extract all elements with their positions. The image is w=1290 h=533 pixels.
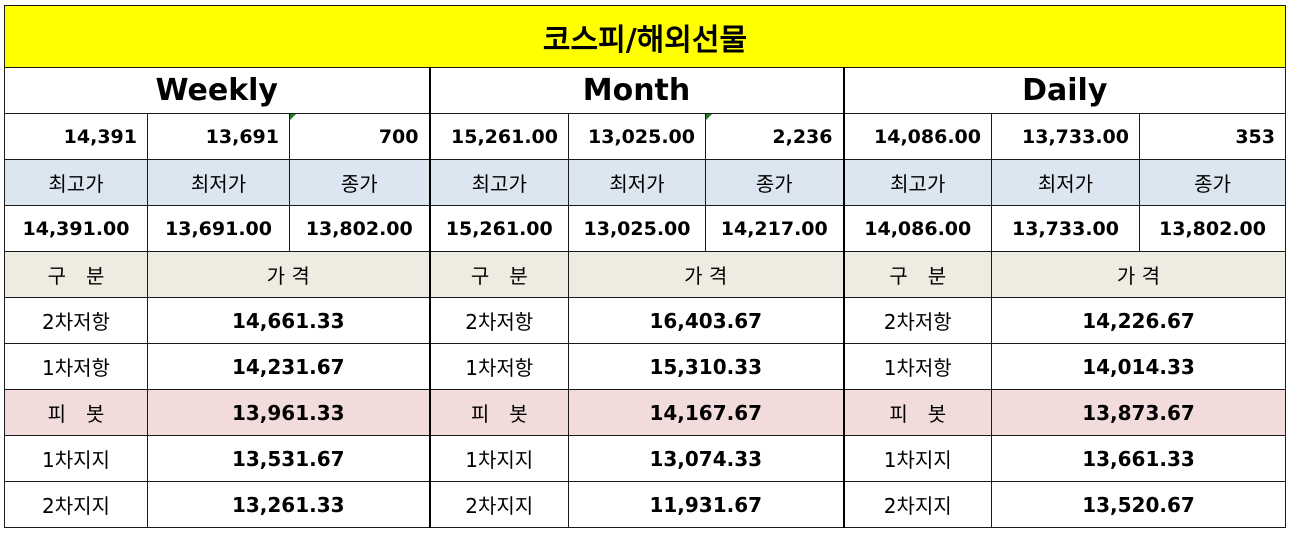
level-row-resistance-1: 1차저항 14,231.67 1차저항 15,310.33 1차저항 14,01… xyxy=(4,343,1286,390)
sheet-title[interactable]: 코스피/해외선물 xyxy=(4,5,1286,68)
period-daily[interactable]: Daily xyxy=(842,67,1286,114)
month-header-close[interactable]: 종가 xyxy=(705,159,844,206)
weekly-level-value[interactable]: 14,231.67 xyxy=(147,343,430,390)
period-month[interactable]: Month xyxy=(428,67,844,114)
period-weekly[interactable]: Weekly xyxy=(4,67,430,114)
month-low-summary[interactable]: 13,025.00 xyxy=(568,113,706,160)
daily-header-high[interactable]: 최고가 xyxy=(842,159,992,206)
weekly-low-summary[interactable]: 13,691 xyxy=(147,113,290,160)
month-high-summary[interactable]: 15,261.00 xyxy=(428,113,569,160)
weekly-level-label[interactable]: 피 봇 xyxy=(4,389,148,436)
month-level-value[interactable]: 15,310.33 xyxy=(568,343,844,390)
level-row-support-1: 1차지지 13,531.67 1차지지 13,074.33 1차지지 13,66… xyxy=(4,435,1286,482)
daily-level-value[interactable]: 14,014.33 xyxy=(991,343,1286,390)
subheader-row: 구 분 가 격 구 분 가 격 구 분 가 격 xyxy=(4,251,1286,298)
daily-category-header[interactable]: 구 분 xyxy=(842,251,992,298)
weekly-level-value[interactable]: 14,661.33 xyxy=(147,297,430,344)
daily-level-label[interactable]: 1차저항 xyxy=(842,343,992,390)
daily-header-close[interactable]: 종가 xyxy=(1139,159,1286,206)
daily-low[interactable]: 13,733.00 xyxy=(991,205,1140,252)
weekly-high[interactable]: 14,391.00 xyxy=(4,205,148,252)
weekly-level-label[interactable]: 2차저항 xyxy=(4,297,148,344)
daily-level-value[interactable]: 13,661.33 xyxy=(991,435,1286,482)
title-row: 코스피/해외선물 xyxy=(4,5,1286,68)
weekly-high-summary[interactable]: 14,391 xyxy=(4,113,148,160)
daily-level-value[interactable]: 13,873.67 xyxy=(991,389,1286,436)
daily-low-summary[interactable]: 13,733.00 xyxy=(991,113,1140,160)
month-close[interactable]: 14,217.00 xyxy=(705,205,844,252)
daily-range-summary[interactable]: 353 xyxy=(1139,113,1286,160)
header-row: 최고가 최저가 종가 최고가 최저가 종가 최고가 최저가 종가 xyxy=(4,159,1286,206)
weekly-price-header[interactable]: 가 격 xyxy=(147,251,430,298)
level-row-resistance-2: 2차저항 14,661.33 2차저항 16,403.67 2차저항 14,22… xyxy=(4,297,1286,344)
daily-high[interactable]: 14,086.00 xyxy=(842,205,992,252)
month-range-summary[interactable]: 2,236 xyxy=(705,113,844,160)
month-level-label[interactable]: 피 봇 xyxy=(428,389,569,436)
daily-level-label[interactable]: 1차지지 xyxy=(842,435,992,482)
weekly-header-low[interactable]: 최저가 xyxy=(147,159,290,206)
hlc-row: 14,391.00 13,691.00 13,802.00 15,261.00 … xyxy=(4,205,1286,252)
month-price-header[interactable]: 가 격 xyxy=(568,251,844,298)
month-level-value[interactable]: 14,167.67 xyxy=(568,389,844,436)
weekly-range-summary[interactable]: 700 xyxy=(289,113,430,160)
weekly-header-high[interactable]: 최고가 xyxy=(4,159,148,206)
weekly-level-value[interactable]: 13,261.33 xyxy=(147,481,430,528)
daily-high-summary[interactable]: 14,086.00 xyxy=(842,113,992,160)
weekly-level-label[interactable]: 2차지지 xyxy=(4,481,148,528)
pivot-table: 코스피/해외선물 Weekly Month Daily 14,391 13,69… xyxy=(4,5,1286,528)
month-level-label[interactable]: 1차저항 xyxy=(428,343,569,390)
weekly-close[interactable]: 13,802.00 xyxy=(289,205,430,252)
weekly-category-header[interactable]: 구 분 xyxy=(4,251,148,298)
period-row: Weekly Month Daily xyxy=(4,67,1286,114)
daily-level-label[interactable]: 2차저항 xyxy=(842,297,992,344)
month-level-value[interactable]: 16,403.67 xyxy=(568,297,844,344)
daily-close[interactable]: 13,802.00 xyxy=(1139,205,1286,252)
weekly-level-label[interactable]: 1차저항 xyxy=(4,343,148,390)
month-level-label[interactable]: 1차지지 xyxy=(428,435,569,482)
daily-header-low[interactable]: 최저가 xyxy=(991,159,1140,206)
month-level-value[interactable]: 13,074.33 xyxy=(568,435,844,482)
month-low[interactable]: 13,025.00 xyxy=(568,205,706,252)
daily-level-value[interactable]: 13,520.67 xyxy=(991,481,1286,528)
month-level-label[interactable]: 2차저항 xyxy=(428,297,569,344)
daily-level-value[interactable]: 14,226.67 xyxy=(991,297,1286,344)
month-level-label[interactable]: 2차지지 xyxy=(428,481,569,528)
daily-price-header[interactable]: 가 격 xyxy=(991,251,1286,298)
month-level-value[interactable]: 11,931.67 xyxy=(568,481,844,528)
weekly-level-value[interactable]: 13,531.67 xyxy=(147,435,430,482)
level-row-support-2: 2차지지 13,261.33 2차지지 11,931.67 2차지지 13,52… xyxy=(4,481,1286,528)
month-header-high[interactable]: 최고가 xyxy=(428,159,569,206)
daily-level-label[interactable]: 피 봇 xyxy=(842,389,992,436)
daily-level-label[interactable]: 2차지지 xyxy=(842,481,992,528)
weekly-header-close[interactable]: 종가 xyxy=(289,159,430,206)
level-row-pivot: 피 봇 13,961.33 피 봇 14,167.67 피 봇 13,873.6… xyxy=(4,389,1286,436)
weekly-low[interactable]: 13,691.00 xyxy=(147,205,290,252)
month-category-header[interactable]: 구 분 xyxy=(428,251,569,298)
month-header-low[interactable]: 최저가 xyxy=(568,159,706,206)
weekly-level-value[interactable]: 13,961.33 xyxy=(147,389,430,436)
month-high[interactable]: 15,261.00 xyxy=(428,205,569,252)
weekly-level-label[interactable]: 1차지지 xyxy=(4,435,148,482)
summary-row: 14,391 13,691 700 15,261.00 13,025.00 2,… xyxy=(4,113,1286,160)
